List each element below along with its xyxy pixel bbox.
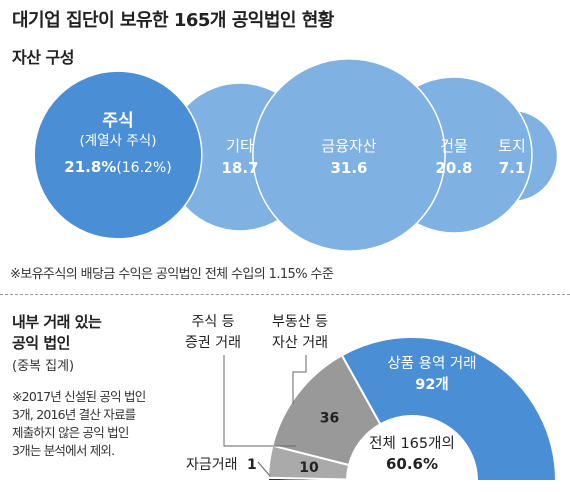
- callout-securities-line2: 증권 거래: [185, 335, 241, 351]
- bubble-value-main: 21.8%: [64, 158, 116, 176]
- internal-title-line1: 내부 거래 있는: [12, 313, 102, 331]
- dividend-note: ※보유주식의 배당금 수익은 공익법인 전체 수입의 1.15% 수준: [10, 267, 334, 282]
- exclusion-note-line: 제출하지 않은 공익 법인: [12, 425, 129, 440]
- slice-label-services-name: 상품 용역 거래: [387, 355, 476, 372]
- bubble-stock: [33, 70, 203, 240]
- bubble-label: 토지: [498, 137, 526, 155]
- bubble-value: 21.8%(16.2%): [64, 158, 171, 176]
- callout-funds-leader: [257, 461, 271, 477]
- bubble-label: 금융자산: [321, 137, 376, 155]
- donut-center-value: 60.6%: [386, 455, 438, 473]
- exclusion-note-line: 3개, 2016년 결산 자료를: [12, 407, 136, 422]
- pie-slice-3: [340, 336, 558, 482]
- asset-section-title: 자산 구성: [12, 48, 74, 67]
- internal-section-subtitle: (중복 집계): [12, 359, 75, 374]
- callout-realestate-line2: 자산 거래: [272, 335, 328, 351]
- callout-funds-value: 1: [247, 457, 257, 473]
- callout-realestate-line1: 부동산 등: [272, 314, 328, 330]
- exclusion-note-line: ※2017년 신설된 공익 법인: [12, 389, 146, 404]
- exclusion-note: ※2017년 신설된 공익 법인 3개, 2016년 결산 자료를 제출하지 않…: [12, 388, 182, 460]
- bubble-value-sub: (16.2%): [116, 160, 171, 176]
- section-divider: [0, 294, 570, 295]
- slice-label-securities: 36: [320, 411, 339, 427]
- bubble-value: 18.7: [221, 159, 258, 177]
- slice-label-services-value: 92개: [415, 376, 449, 393]
- bubble-value: 7.1: [499, 159, 526, 177]
- donut-center-label: 전체 165개의: [369, 435, 455, 452]
- internal-section-title: 내부 거래 있는 공익 법인: [12, 312, 102, 354]
- bubble-value: 31.6: [330, 159, 367, 177]
- bubble-asset: [252, 58, 446, 252]
- bubble-value: 20.8: [435, 159, 472, 177]
- slice-label-realestate: 10: [299, 460, 319, 476]
- exclusion-note-line: 3개는 분석에서 제외.: [12, 443, 115, 458]
- bubble-label: 건물: [440, 137, 468, 155]
- callout-securities-leader: [223, 355, 296, 447]
- callout-securities-line1: 주식 등: [191, 314, 234, 330]
- internal-title-line2: 공익 법인: [12, 334, 70, 352]
- callout-funds-label: 자금거래: [186, 457, 238, 473]
- bubble-label: 기타: [226, 137, 254, 155]
- bubble-label: 주식: [102, 111, 133, 131]
- bubble-sublabel: (계열사 주식): [80, 133, 157, 149]
- page-title: 대기업 집단이 보유한 165개 공익법인 현황: [12, 10, 334, 31]
- callout-realestate-leader: [292, 355, 307, 404]
